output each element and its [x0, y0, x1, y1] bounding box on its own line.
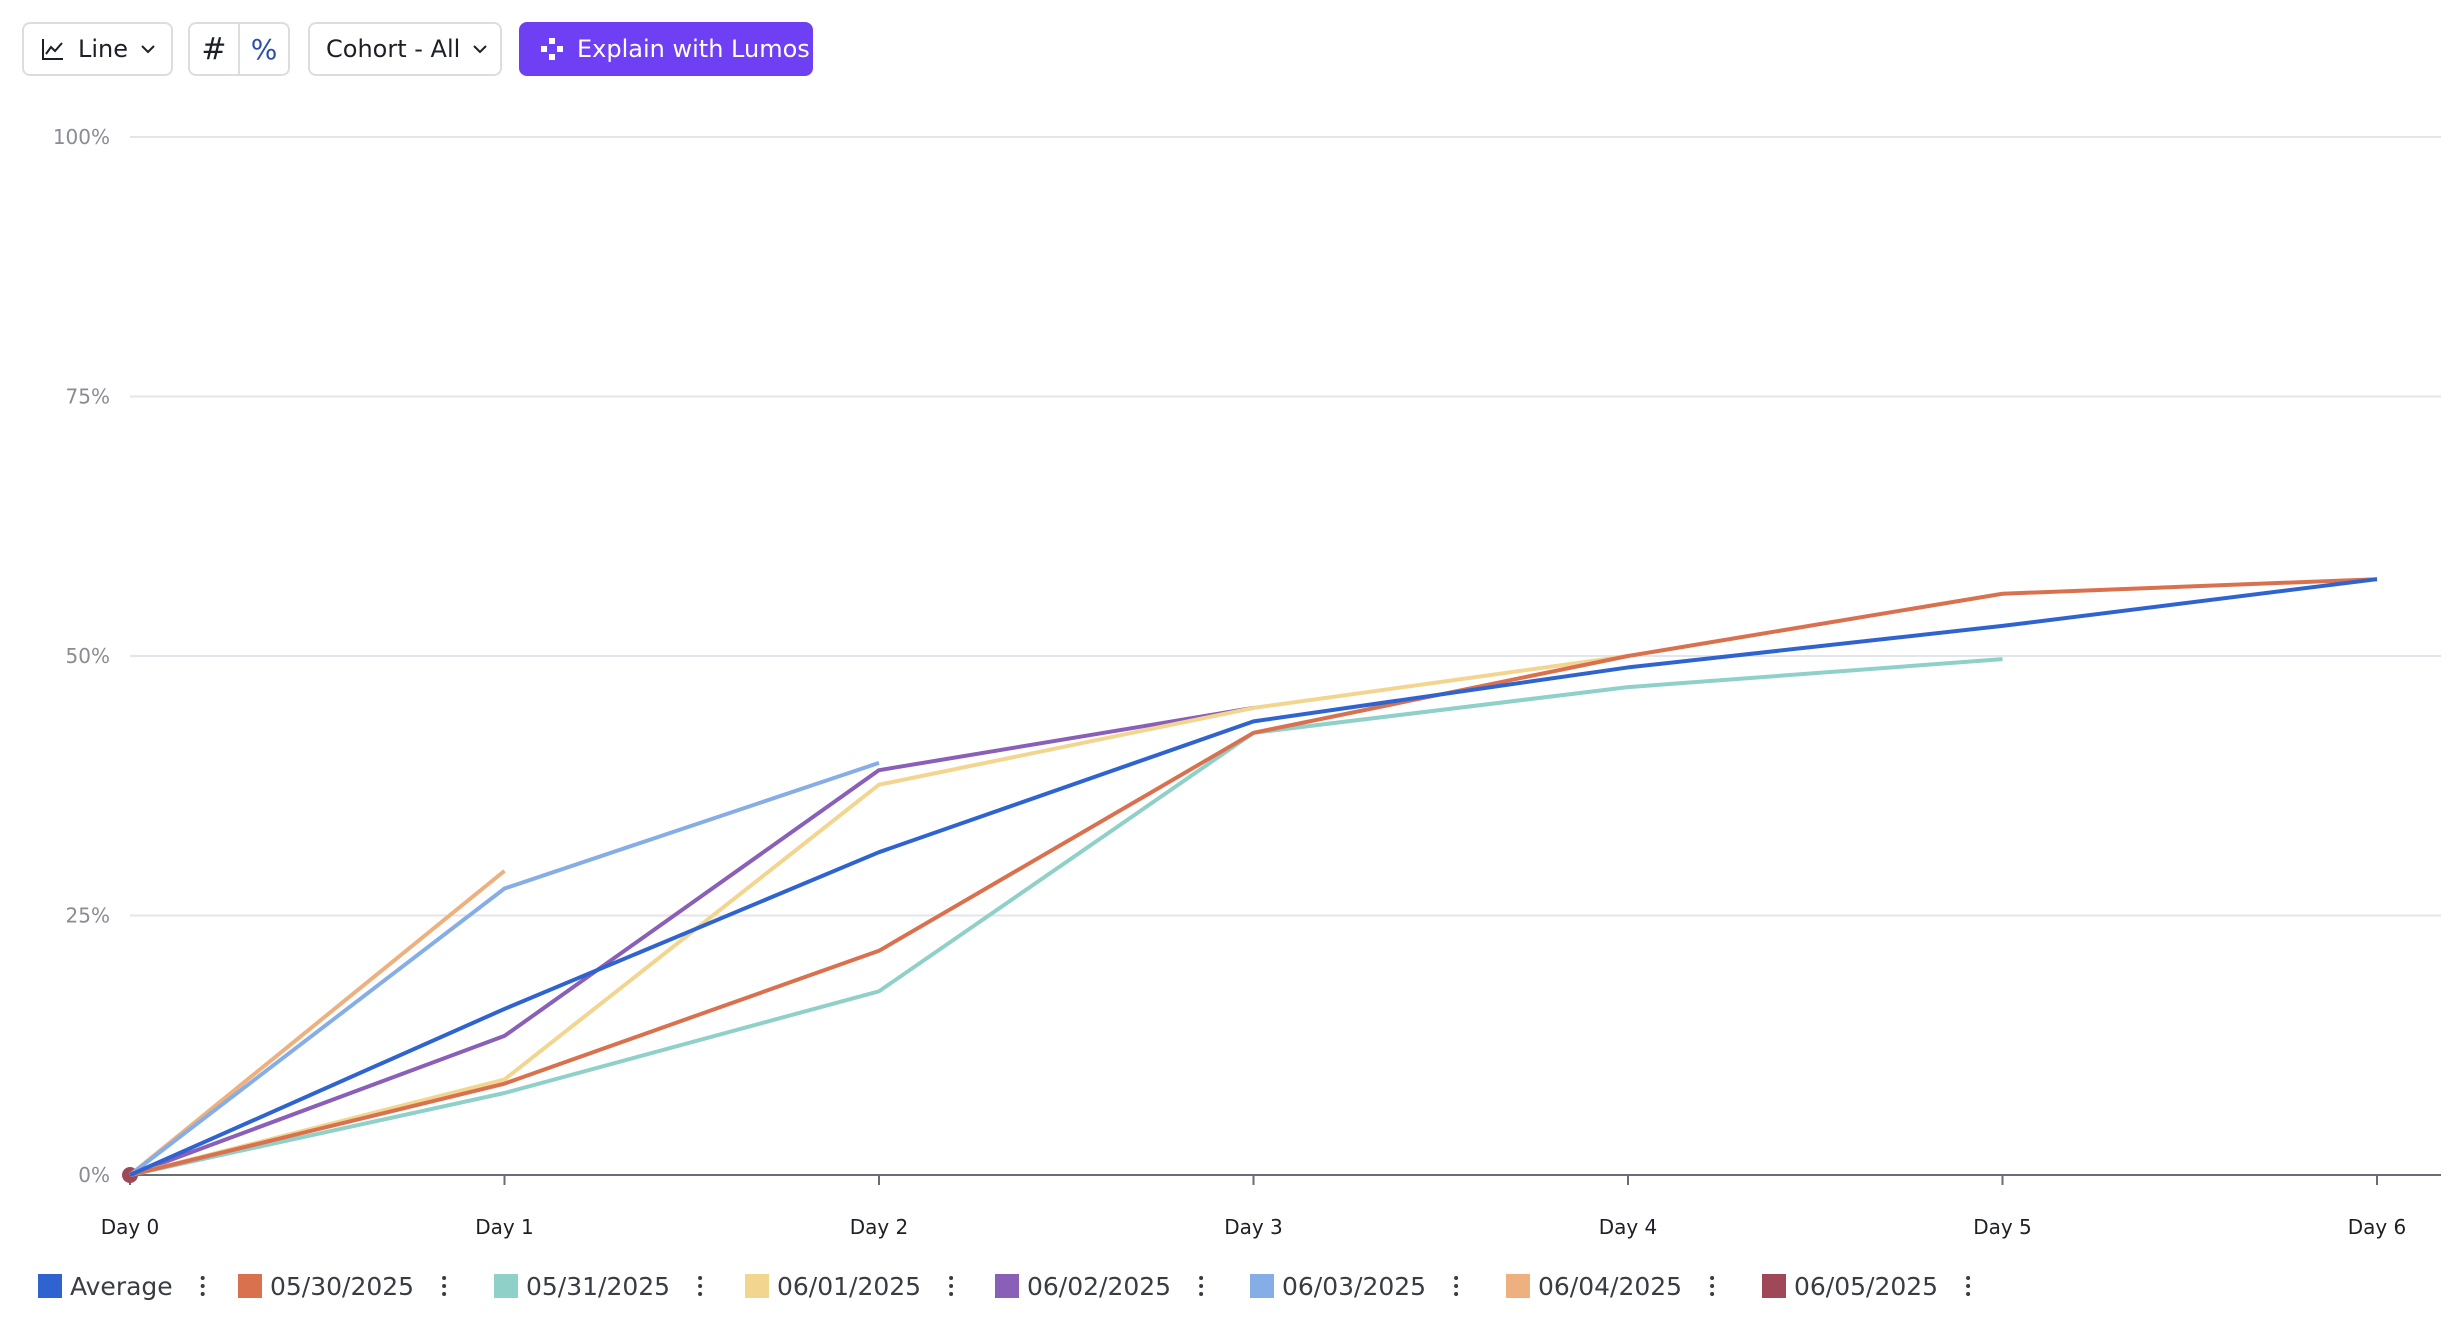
- series-line: [129, 577, 2378, 1177]
- chevron: [141, 45, 155, 54]
- legend-menu-dot: [949, 1292, 954, 1296]
- series-line: [129, 577, 2378, 1177]
- legend-label: 06/02/2025: [1027, 1272, 1171, 1301]
- series-line: [129, 654, 1629, 1177]
- chart-type-button[interactable]: Line: [22, 22, 173, 76]
- chevron: [473, 45, 488, 54]
- y-tick-label: 0%: [78, 1163, 110, 1187]
- x-tick-label: Day 1: [475, 1215, 534, 1239]
- legend-menu-dot: [949, 1284, 954, 1288]
- legend-menu-dot: [1454, 1284, 1459, 1288]
- legend-swatch: [1762, 1274, 1786, 1298]
- series-line: [129, 657, 2003, 1177]
- legend-menu-dot: [1199, 1292, 1204, 1296]
- count-percent-toggle: # %: [188, 22, 290, 76]
- legend-swatch: [494, 1274, 518, 1298]
- x-tick-label: Day 5: [1973, 1215, 2032, 1239]
- legend-menu-dot: [200, 1284, 205, 1288]
- percent-toggle[interactable]: %: [250, 32, 278, 66]
- legend-swatch: [745, 1274, 769, 1298]
- legend-menu-dot: [442, 1292, 447, 1296]
- legend-label: Average: [70, 1272, 173, 1301]
- legend-label: 06/01/2025: [777, 1272, 921, 1301]
- legend-menu-dot: [1454, 1292, 1459, 1296]
- legend-swatch: [238, 1274, 262, 1298]
- explain-label: Explain with Lumos: [577, 35, 810, 63]
- legend-label: 05/31/2025: [526, 1272, 670, 1301]
- legend-menu-dot: [1710, 1292, 1715, 1296]
- legend-menu-dot: [1710, 1284, 1715, 1288]
- explain-button[interactable]: Explain with Lumos: [519, 22, 813, 76]
- legend-label: 06/03/2025: [1282, 1272, 1426, 1301]
- legend-swatch: [1506, 1274, 1530, 1298]
- legend-menu-dot: [949, 1276, 954, 1280]
- legend-label: 06/05/2025: [1794, 1272, 1938, 1301]
- legend-swatch: [1250, 1274, 1274, 1298]
- legend-menu-dot: [200, 1292, 205, 1296]
- line-chart-icon: [42, 39, 63, 60]
- x-tick-label: Day 0: [101, 1215, 160, 1239]
- y-tick-label: 75%: [66, 385, 110, 409]
- legend-swatch: [995, 1274, 1019, 1298]
- y-tick-label: 100%: [53, 125, 110, 149]
- legend-menu-dot: [1966, 1284, 1971, 1288]
- legend-menu-dot: [698, 1276, 703, 1280]
- lumos-icon: [541, 38, 563, 60]
- legend-menu-dot: [698, 1284, 703, 1288]
- legend-menu-dot: [1710, 1276, 1715, 1280]
- legend-swatch: [38, 1274, 62, 1298]
- legend-menu-dot: [1966, 1292, 1971, 1296]
- series-line: [129, 705, 1254, 1177]
- legend-menu-dot: [442, 1276, 447, 1280]
- series-line: [128, 869, 506, 1177]
- legend-menu-dot: [698, 1292, 703, 1296]
- chart-type-label: Line: [78, 35, 129, 63]
- legend-menu-dot: [1199, 1284, 1204, 1288]
- x-tick-label: Day 2: [850, 1215, 909, 1239]
- legend-menu-dot: [200, 1276, 205, 1280]
- x-tick-label: Day 4: [1599, 1215, 1658, 1239]
- legend-menu-dot: [1199, 1276, 1204, 1280]
- legend-menu-dot: [1966, 1276, 1971, 1280]
- cohort-dropdown[interactable]: Cohort - All: [308, 22, 502, 76]
- x-tick-label: Day 3: [1224, 1215, 1283, 1239]
- y-tick-label: 25%: [66, 904, 110, 928]
- y-tick-label: 50%: [66, 644, 110, 668]
- legend-menu-dot: [1454, 1276, 1459, 1280]
- cohort-label: Cohort - All: [326, 35, 461, 63]
- legend-label: 06/04/2025: [1538, 1272, 1682, 1301]
- legend-menu-dot: [442, 1284, 447, 1288]
- series-line: [128, 761, 880, 1177]
- legend-label: 05/30/2025: [270, 1272, 414, 1301]
- x-tick-label: Day 6: [2348, 1215, 2407, 1239]
- count-toggle[interactable]: #: [190, 24, 240, 74]
